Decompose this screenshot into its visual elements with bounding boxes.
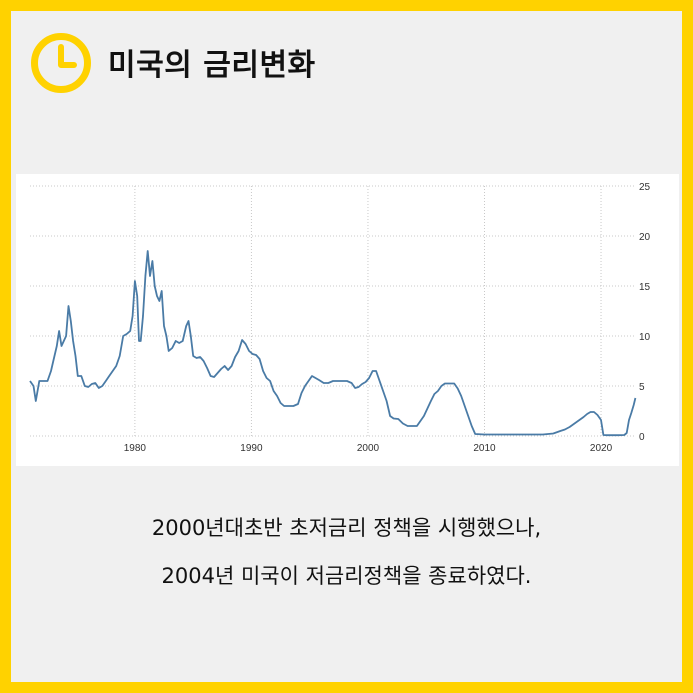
x-tick-label: 1990 xyxy=(240,443,263,454)
chart-svg: 0 5 10 15 20 25 1980 1990 2000 2010 2020 xyxy=(29,182,651,454)
series-line xyxy=(29,250,637,437)
y-tick-label: 10 xyxy=(639,332,651,343)
clock-icon xyxy=(29,31,93,95)
interest-rate-chart: 0 5 10 15 20 25 1980 1990 2000 2010 2020 xyxy=(16,174,679,466)
y-tick-label: 0 xyxy=(639,432,645,443)
y-tick-label: 5 xyxy=(639,382,645,393)
x-tick-label: 1980 xyxy=(124,443,147,454)
x-tick-label: 2000 xyxy=(357,443,380,454)
x-tick-label: 2020 xyxy=(590,443,613,454)
caption-line-2: 2004년 미국이 저금리정책을 종료하였다. xyxy=(161,564,532,588)
x-tick-label: 2010 xyxy=(473,443,496,454)
page-title: 미국의 금리변화 xyxy=(108,48,316,83)
y-tick-label: 20 xyxy=(639,232,651,243)
caption-line-1: 2000년대초반 초저금리 정책을 시행했으나, xyxy=(151,516,542,540)
y-tick-label: 25 xyxy=(639,182,651,193)
y-tick-label: 15 xyxy=(639,282,651,293)
